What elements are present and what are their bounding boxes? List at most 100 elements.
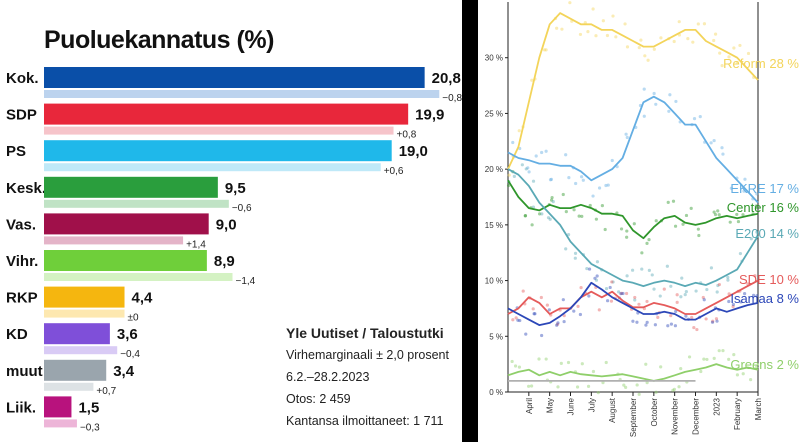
series-line <box>507 281 759 326</box>
poll-point <box>512 174 516 179</box>
x-tick-label: February <box>733 398 742 430</box>
poll-point <box>595 274 599 278</box>
poll-point <box>742 292 747 296</box>
poll-point <box>532 312 536 316</box>
poll-point <box>610 280 614 284</box>
value-label: 19,0 <box>399 143 428 160</box>
poll-point <box>556 321 560 325</box>
series-end-label: Isamaa 8 % <box>730 291 799 306</box>
poll-point <box>531 205 536 209</box>
poll-point <box>518 318 522 323</box>
poll-point <box>619 292 623 296</box>
series-end-label: Reform 28 % <box>723 56 799 71</box>
y-tick-label: 20 % <box>485 165 503 174</box>
bar-previous <box>44 309 125 318</box>
value-label: 9,5 <box>225 180 246 197</box>
poll-point <box>674 309 678 314</box>
poll-point <box>603 227 607 232</box>
category-label: muut <box>6 363 43 380</box>
change-label: −0,4 <box>120 349 140 360</box>
poll-point <box>713 212 718 217</box>
poll-point <box>588 203 592 208</box>
poll-point <box>531 307 535 311</box>
poll-point <box>530 78 534 82</box>
bar-current <box>44 250 207 271</box>
poll-point <box>712 138 716 143</box>
poll-point <box>594 217 598 221</box>
poll-point <box>684 289 688 294</box>
poll-point <box>581 178 585 182</box>
poll-point <box>704 317 708 321</box>
value-label: 3,6 <box>117 326 138 343</box>
poll-point <box>687 355 692 359</box>
poll-point <box>694 289 698 293</box>
poll-point <box>549 198 554 202</box>
poll-point <box>654 219 658 223</box>
poll-point <box>746 51 751 56</box>
date-range: 6.2.–28.2.2023 <box>286 370 370 384</box>
poll-point <box>527 170 531 174</box>
poll-point <box>624 385 628 390</box>
poll-point <box>542 48 547 52</box>
y-tick-label: 30 % <box>485 54 503 63</box>
poll-point <box>695 327 699 332</box>
poll-point <box>738 43 742 48</box>
y-tick-label: 0 % <box>489 388 503 397</box>
poll-point <box>726 275 730 279</box>
poll-point <box>696 22 700 26</box>
poll-point <box>739 300 743 304</box>
change-label: +0,7 <box>96 386 116 397</box>
y-tick-label: 5 % <box>489 332 503 341</box>
poll-point <box>633 295 637 300</box>
poll-point <box>656 315 660 319</box>
poll-trend-panel: 0 % 5 % 10 % 15 % 20 % 25 % 30 % April May June Ju… <box>478 0 800 442</box>
poll-point <box>709 266 714 270</box>
poll-point <box>668 93 672 97</box>
poll-point <box>573 256 577 260</box>
line-chart: 0 % 5 % 10 % 15 % 20 % 25 % 30 % April May June Ju… <box>485 1 799 437</box>
y-tick-label: 10 % <box>485 277 503 286</box>
series-end-label: SDE 10 % <box>739 272 799 287</box>
poll-point <box>521 289 525 293</box>
poll-point <box>524 332 528 336</box>
poll-point <box>683 293 687 297</box>
series-line <box>507 279 759 315</box>
poll-point <box>506 183 511 188</box>
category-label: SDP <box>6 107 37 124</box>
poll-point <box>556 385 560 389</box>
poll-point <box>606 183 610 187</box>
series-line <box>507 179 759 240</box>
poll-point <box>751 293 756 297</box>
poll-point <box>735 212 739 217</box>
poll-point <box>650 273 654 277</box>
poll-point <box>604 183 608 188</box>
poll-point <box>516 318 520 322</box>
poll-point <box>597 186 602 190</box>
poll-point <box>736 219 741 224</box>
poll-point <box>514 316 518 320</box>
poll-point <box>562 314 566 318</box>
poll-point <box>675 293 679 297</box>
poll-point <box>755 192 759 196</box>
poll-point <box>578 32 583 37</box>
poll-point <box>684 314 688 318</box>
series-line <box>507 168 759 287</box>
poll-point <box>632 222 636 226</box>
poll-point <box>689 206 693 211</box>
series-end-label: E200 14 % <box>735 226 799 241</box>
poll-point <box>594 278 599 282</box>
series-line <box>507 363 759 382</box>
poll-point <box>593 276 597 280</box>
poll-point <box>611 280 615 284</box>
poll-point <box>699 369 703 374</box>
poll-point <box>684 213 689 218</box>
poll-point <box>572 309 576 313</box>
poll-point <box>537 357 541 361</box>
poll-point <box>653 323 657 327</box>
poll-point <box>604 286 609 291</box>
poll-point <box>712 38 716 43</box>
poll-point <box>671 199 676 203</box>
poll-point <box>555 323 559 327</box>
bar-current <box>44 140 392 162</box>
poll-point <box>640 267 644 271</box>
